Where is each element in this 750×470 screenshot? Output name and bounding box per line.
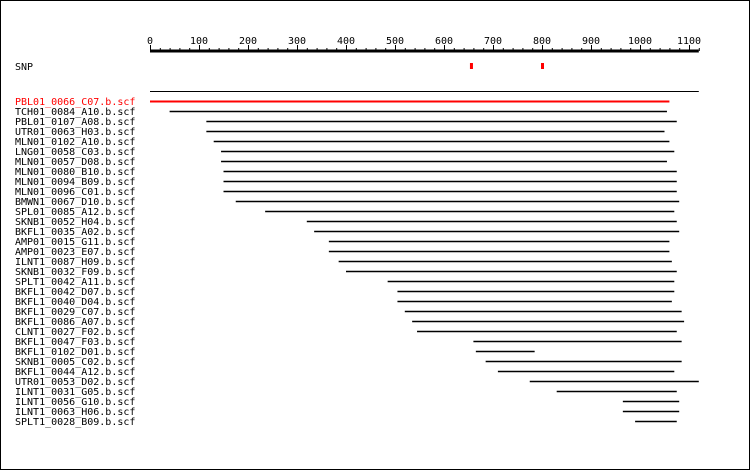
read-name-label: SPLT1_0042_A11.b.scf bbox=[15, 277, 135, 288]
read-name-label: ILNT1_0056_G10.b.scf bbox=[15, 397, 135, 408]
read-name-label: BKFL1_0035_A02.b.scf bbox=[15, 227, 135, 238]
read-name-label: BKFL1_0086_A07.b.scf bbox=[15, 317, 135, 328]
read-name-label: MLN01_0102_A10.b.scf bbox=[15, 137, 135, 148]
axis-tick-label: 500 bbox=[386, 36, 404, 47]
read-name-label: BMWN1_0067_D10.b.scf bbox=[15, 197, 135, 208]
read-name-label: PBL01_0107_A08.b.scf bbox=[15, 117, 135, 128]
axis-tick-label: 600 bbox=[435, 36, 453, 47]
axis-tick-label: 1100 bbox=[677, 36, 701, 47]
axis-tick-label: 800 bbox=[533, 36, 551, 47]
read-name-label: BKFL1_0040_D04.b.scf bbox=[15, 297, 135, 308]
axis-tick-label: 0 bbox=[147, 36, 153, 47]
read-name-label: PBL01_0066_C07.b.scf bbox=[15, 97, 135, 108]
read-name-label: AMP01_0015_G11.b.scf bbox=[15, 237, 135, 248]
read-name-label: ILNT1_0063_H06.b.scf bbox=[15, 407, 135, 418]
axis-tick-label: 1000 bbox=[628, 36, 652, 47]
read-name-label: BKFL1_0029_C07.b.scf bbox=[15, 307, 135, 318]
axis-tick-label: 300 bbox=[288, 36, 306, 47]
axis-tick-label: 400 bbox=[337, 36, 355, 47]
read-name-label: MLN01_0096_C01.b.scf bbox=[15, 187, 135, 198]
snp-marker bbox=[541, 63, 544, 69]
read-name-label: SPL01_0085_A12.b.scf bbox=[15, 207, 135, 218]
read-name-label: MLN01_0094_B09.b.scf bbox=[15, 177, 135, 188]
read-name-label: BKFL1_0044_A12.b.scf bbox=[15, 367, 135, 378]
read-name-label: MLN01_0080_B10.b.scf bbox=[15, 167, 135, 178]
read-name-label: BKFL1_0102_D01.b.scf bbox=[15, 347, 135, 358]
read-name-label: MLN01_0057_D08.b.scf bbox=[15, 157, 135, 168]
axis-tick-label: 900 bbox=[582, 36, 600, 47]
read-name-label: BKFL1_0042_D07.b.scf bbox=[15, 287, 135, 298]
snp-marker bbox=[469, 63, 473, 69]
read-name-label: CLNT1_0027_F02.b.scf bbox=[15, 327, 135, 338]
read-name-label: ILNT1_0087_H09.b.scf bbox=[15, 257, 135, 268]
axis-tick-label: 200 bbox=[239, 36, 257, 47]
read-name-label: UTR01_0053_D02.b.scf bbox=[15, 377, 135, 388]
read-name-label: AMP01_0023_E07.b.scf bbox=[15, 247, 135, 258]
read-name-label: SKNB1_0052_H04.b.scf bbox=[15, 217, 135, 228]
read-name-label: ILNT1_0031_G05.b.scf bbox=[15, 387, 135, 398]
read-name-label: LNG01_0058_C03.b.scf bbox=[15, 147, 135, 158]
axis-tick-label: 700 bbox=[484, 36, 502, 47]
snp-track-label: SNP bbox=[15, 62, 33, 73]
read-name-label: TCH01_0084_A10.b.scf bbox=[15, 107, 135, 118]
read-name-label: BKFL1_0047_F03.b.scf bbox=[15, 337, 135, 348]
axis-tick-label: 100 bbox=[190, 36, 208, 47]
read-name-label: SKNB1_0032_F09.b.scf bbox=[15, 267, 135, 278]
read-name-label: SPLT1_0028_B09.b.scf bbox=[15, 417, 135, 428]
read-name-label: SKNB1_0005_C02.b.scf bbox=[15, 357, 135, 368]
read-name-label: UTR01_0063_H03.b.scf bbox=[15, 127, 135, 138]
